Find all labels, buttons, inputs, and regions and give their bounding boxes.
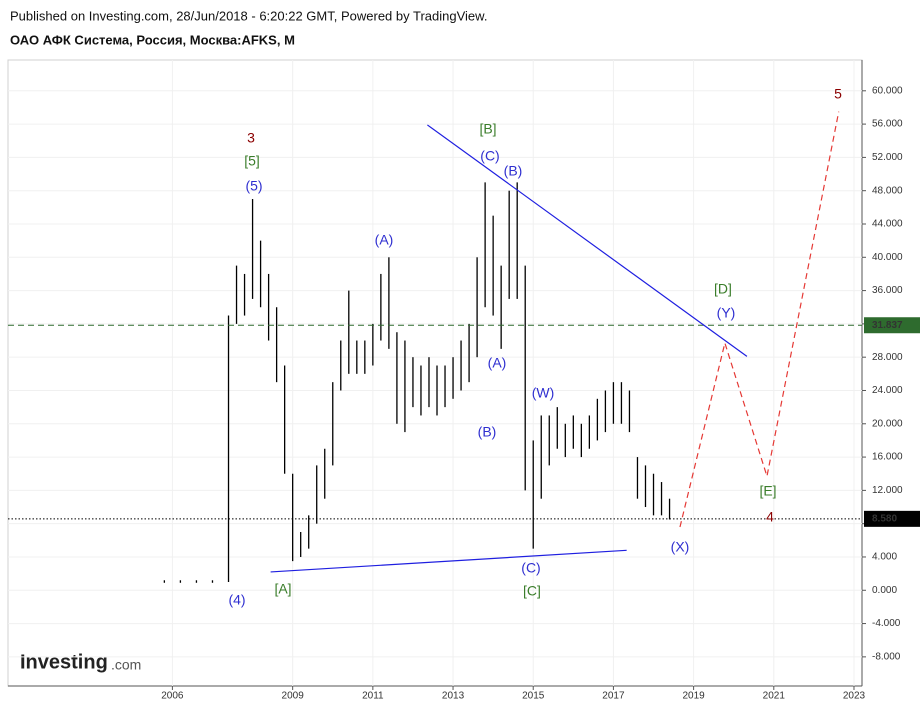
y-tick-label: 24.000 (872, 385, 903, 396)
wave-label: (B) (478, 424, 497, 440)
trendline (270, 549, 627, 573)
x-tick-label: 2013 (442, 691, 465, 702)
logo: Investing (20, 651, 108, 673)
wave-label: (C) (480, 148, 499, 164)
wave-label: [A] (274, 581, 291, 597)
x-tick-label: 2021 (763, 691, 786, 702)
level-box (864, 510, 920, 527)
x-tick-label: 2006 (161, 691, 184, 702)
wave-label: 5 (834, 86, 842, 102)
trendline (427, 124, 748, 357)
wave-label: 3 (247, 130, 255, 146)
y-tick-label: 44.000 (872, 219, 903, 230)
level-box (864, 317, 920, 334)
wave-label: (A) (375, 232, 394, 248)
wave-label: [C] (523, 583, 541, 599)
wave-label: (W) (532, 385, 555, 401)
published-note: Published on Investing.com, 28/Jun/2018 … (10, 8, 487, 23)
y-tick-label: 40.000 (872, 252, 903, 263)
x-tick-label: 2009 (282, 691, 305, 702)
y-tick-label: 20.000 (872, 418, 903, 429)
wave-label: (X) (671, 539, 690, 555)
x-tick-label: 2023 (843, 691, 866, 702)
level-label: 8.580 (872, 513, 897, 524)
trendline (679, 111, 840, 528)
y-tick-label: 28.000 (872, 352, 903, 363)
wave-label: [E] (759, 483, 776, 499)
x-tick-label: 2015 (522, 691, 545, 702)
x-tick-label: 2011 (362, 691, 384, 702)
wave-label: (A) (488, 355, 507, 371)
y-tick-label: 12.000 (872, 485, 903, 496)
y-tick-label: 60.000 (872, 85, 903, 96)
wave-label: (C) (521, 560, 540, 576)
y-tick-label: 56.000 (872, 119, 903, 130)
wave-label: (Y) (717, 305, 736, 321)
y-tick-label: 48.000 (872, 185, 903, 196)
y-tick-label: 52.000 (872, 152, 903, 163)
y-tick-label: 4.000 (872, 552, 897, 563)
y-tick-label: 16.000 (872, 452, 903, 463)
symbol-title: ОАО АФК Система, Россия, Москва:AFKS, M (10, 32, 295, 47)
y-tick-label: 0.000 (872, 585, 897, 596)
wave-label: 4 (766, 509, 774, 525)
wave-label: [5] (244, 153, 260, 169)
wave-label: [B] (479, 121, 496, 137)
x-tick-label: 2019 (682, 691, 705, 702)
y-tick-label: -4.000 (872, 618, 901, 629)
x-tick-label: 2017 (602, 691, 625, 702)
y-tick-label: -8.000 (872, 652, 901, 663)
wave-label: (4) (228, 592, 245, 608)
y-tick-label: 36.000 (872, 285, 903, 296)
wave-label: (B) (504, 163, 523, 179)
wave-label: (5) (245, 178, 262, 194)
level-label: 31.837 (872, 320, 903, 331)
wave-label: [D] (714, 281, 732, 297)
logo-suffix: .com (111, 657, 141, 673)
